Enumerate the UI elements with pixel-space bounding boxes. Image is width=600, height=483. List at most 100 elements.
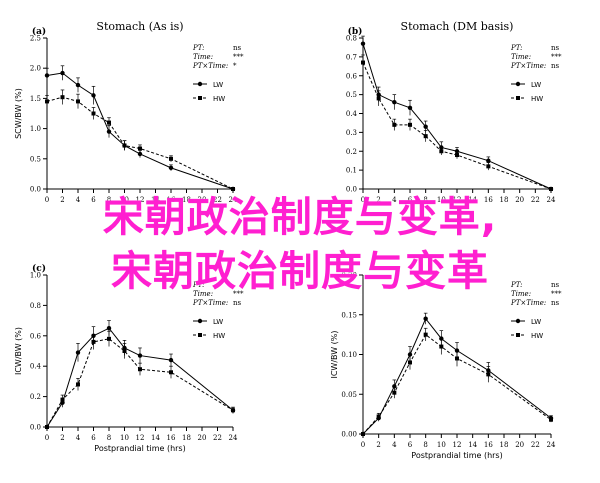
stat-label: Time: [193, 290, 213, 298]
x-tick-label: 22 [213, 196, 222, 204]
x-tick-label: 2 [60, 434, 64, 442]
data-point [231, 187, 235, 191]
x-tick-label: 24 [547, 196, 556, 204]
stat-value: ns [233, 44, 242, 52]
data-point [549, 417, 553, 422]
x-tick-label: 0 [361, 196, 365, 204]
data-point [91, 93, 96, 98]
stat-label: PT×Time: [192, 62, 228, 70]
data-point [423, 332, 428, 337]
x-tick-label: 20 [198, 434, 207, 442]
data-point [169, 370, 173, 375]
y-tick-label: 0.6 [346, 72, 358, 80]
y-tick-label: 0.2 [30, 393, 41, 401]
x-tick-label: 2 [376, 196, 380, 204]
x-tick-label: 20 [515, 196, 524, 204]
y-tick-label: 0.6 [30, 332, 42, 340]
data-point [486, 164, 491, 169]
data-point [455, 356, 459, 361]
data-point [549, 187, 553, 191]
x-tick-label: 22 [213, 434, 222, 442]
stat-label: PT×Time: [510, 62, 546, 70]
y-axis-label: ICW/BW (%) [14, 327, 23, 375]
y-tick-label: 2.0 [30, 65, 41, 73]
stat-label: PT: [192, 281, 205, 289]
x-tick-label: 16 [167, 196, 176, 204]
data-point [439, 149, 444, 154]
x-tick-label: 12 [136, 434, 145, 442]
x-tick-label: 14 [468, 196, 477, 204]
data-point [423, 316, 428, 321]
data-point [168, 165, 174, 171]
x-tick-label: 22 [531, 196, 540, 204]
stat-value: * [233, 62, 237, 70]
legend-label: HW [213, 95, 225, 103]
overlay-title-line1: 宋朝政治制度与变革, [102, 193, 498, 241]
y-tick-label: 0.0 [30, 424, 41, 432]
legend-marker [516, 96, 520, 100]
panel-label: (a) [32, 26, 46, 37]
y-tick-label: 1.5 [30, 95, 41, 103]
x-tick-label: 8 [423, 196, 427, 204]
legend-marker [198, 96, 202, 100]
data-point [408, 360, 412, 365]
data-point [392, 99, 397, 105]
stat-label: PT: [510, 44, 523, 52]
data-point [138, 146, 142, 151]
data-point [392, 122, 397, 127]
data-point [408, 122, 412, 127]
data-point [91, 111, 96, 116]
stat-value: ns [551, 299, 560, 307]
data-point [360, 41, 366, 46]
x-axis-label: Postprandial time (hrs) [411, 451, 502, 460]
stat-label: Time: [511, 290, 531, 298]
data-point [60, 95, 65, 100]
y-tick-label: 0.1 [346, 167, 357, 175]
x-tick-label: 14 [151, 196, 160, 204]
x-tick-label: 6 [408, 196, 413, 204]
data-point [455, 153, 459, 158]
y-tick-label: 0.5 [346, 91, 357, 99]
data-point [106, 129, 112, 134]
y-tick-label: 0.4 [30, 363, 42, 371]
y-tick-label: 0.2 [346, 148, 357, 156]
stat-label: Time: [193, 53, 213, 61]
data-point [423, 134, 428, 139]
data-point [361, 432, 365, 436]
y-tick-label: 0.4 [346, 110, 358, 118]
x-tick-label: 20 [515, 441, 524, 449]
data-point [423, 124, 428, 129]
data-point [75, 350, 81, 355]
data-point [106, 326, 112, 331]
x-tick-label: 20 [198, 196, 207, 204]
stat-label: PT: [192, 44, 205, 52]
panel-label: (b) [348, 26, 363, 37]
legend-label: LW [531, 81, 541, 89]
x-tick-label: 10 [437, 196, 446, 204]
data-point [91, 339, 96, 344]
legend-marker [515, 318, 521, 324]
data-point [76, 99, 80, 104]
stat-value: *** [233, 53, 244, 61]
x-tick-label: 10 [120, 434, 129, 442]
data-point [60, 397, 65, 402]
x-tick-label: 10 [437, 441, 446, 449]
data-point [45, 99, 49, 104]
x-tick-label: 16 [167, 434, 176, 442]
stat-value: *** [551, 53, 562, 61]
series-line [46, 327, 234, 428]
x-tick-label: 16 [484, 196, 493, 204]
data-point [361, 60, 365, 65]
x-tick-label: 8 [107, 196, 111, 204]
x-tick-label: 6 [408, 441, 413, 449]
x-tick-label: 18 [500, 196, 509, 204]
data-point [137, 151, 143, 157]
data-point [486, 372, 491, 377]
data-point [44, 73, 50, 78]
y-tick-label: 0.10 [341, 351, 357, 359]
data-point [107, 336, 111, 341]
legend-marker [197, 318, 203, 324]
chart-title: Stomach (DM basis) [401, 20, 514, 33]
x-tick-label: 24 [229, 434, 238, 442]
y-tick-label: 0.8 [30, 302, 41, 310]
